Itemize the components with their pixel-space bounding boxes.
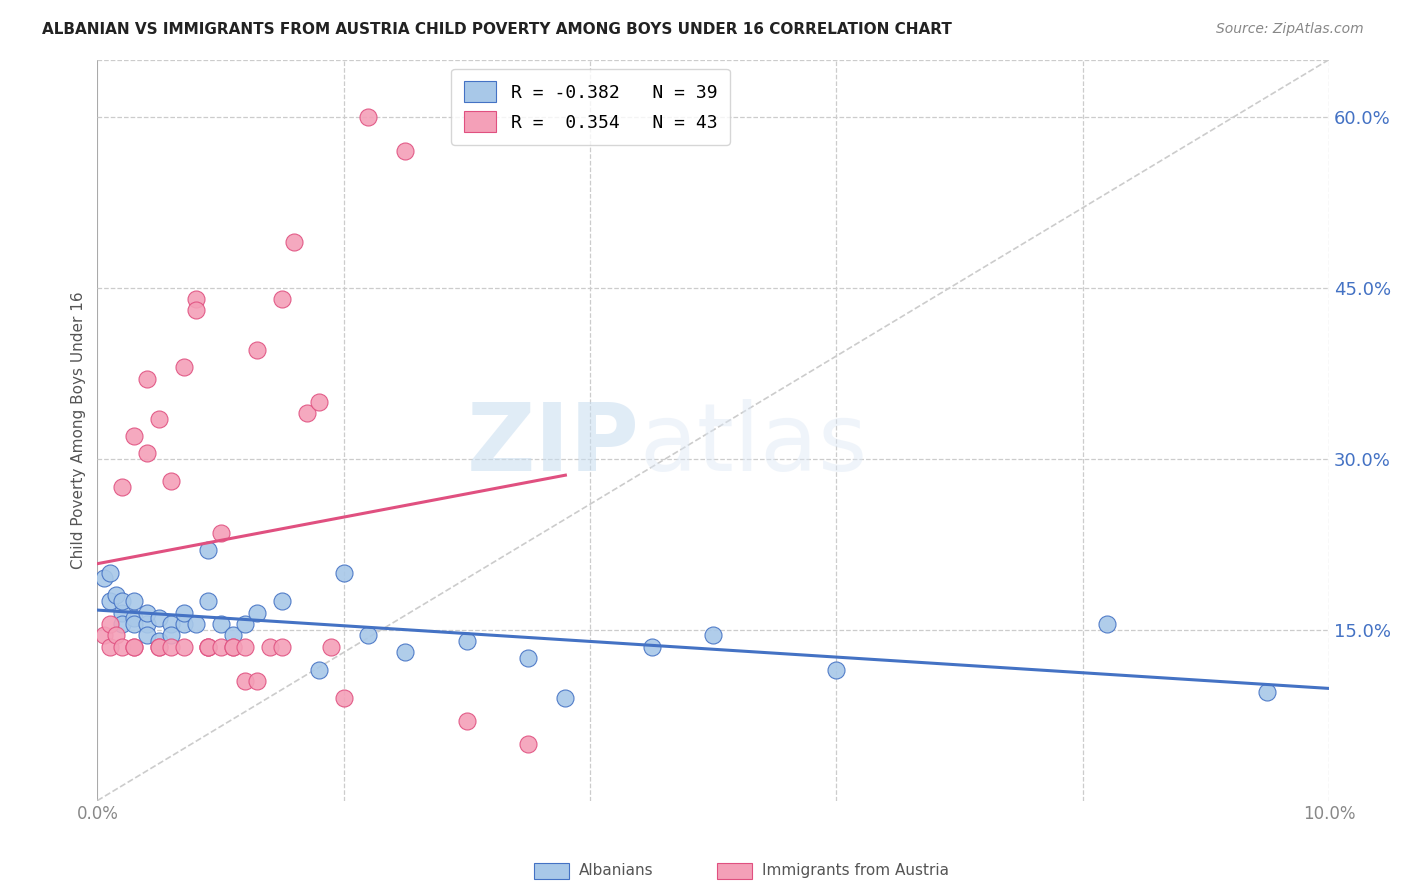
- Point: [197, 594, 219, 608]
- Point: [104, 589, 127, 603]
- Point: [148, 640, 170, 654]
- Point: [308, 663, 330, 677]
- Point: [124, 429, 146, 443]
- Point: [1256, 685, 1278, 699]
- Y-axis label: Child Poverty Among Boys Under 16: Child Poverty Among Boys Under 16: [72, 292, 86, 569]
- Point: [209, 616, 232, 631]
- Point: [321, 640, 343, 654]
- Point: [222, 628, 245, 642]
- Point: [308, 394, 330, 409]
- Point: [173, 606, 195, 620]
- Point: [124, 611, 146, 625]
- Point: [148, 640, 170, 654]
- Point: [124, 594, 146, 608]
- Point: [197, 640, 219, 654]
- Point: [233, 673, 256, 688]
- Point: [184, 292, 207, 306]
- Point: [98, 640, 121, 654]
- Point: [456, 634, 478, 648]
- Point: [554, 691, 576, 706]
- Point: [233, 640, 256, 654]
- Point: [93, 628, 115, 642]
- Text: atlas: atlas: [640, 399, 868, 491]
- Point: [197, 640, 219, 654]
- Text: Source: ZipAtlas.com: Source: ZipAtlas.com: [1216, 22, 1364, 37]
- Text: Immigrants from Austria: Immigrants from Austria: [762, 863, 949, 878]
- Point: [222, 640, 245, 654]
- Point: [160, 616, 183, 631]
- Point: [233, 616, 256, 631]
- Point: [124, 640, 146, 654]
- Point: [246, 343, 269, 358]
- Point: [98, 616, 121, 631]
- Point: [173, 640, 195, 654]
- Point: [357, 628, 380, 642]
- Point: [246, 606, 269, 620]
- Point: [98, 594, 121, 608]
- Point: [135, 606, 157, 620]
- Point: [111, 640, 134, 654]
- Point: [271, 594, 294, 608]
- Point: [1097, 616, 1119, 631]
- Point: [394, 144, 416, 158]
- Point: [148, 634, 170, 648]
- Point: [111, 480, 134, 494]
- Point: [124, 616, 146, 631]
- Point: [825, 663, 848, 677]
- Text: ZIP: ZIP: [467, 399, 640, 491]
- Point: [98, 566, 121, 580]
- Point: [517, 737, 540, 751]
- Point: [160, 475, 183, 489]
- Point: [93, 571, 115, 585]
- Point: [135, 616, 157, 631]
- Legend: R = -0.382   N = 39, R =  0.354   N = 43: R = -0.382 N = 39, R = 0.354 N = 43: [451, 69, 730, 145]
- Point: [135, 446, 157, 460]
- Point: [111, 606, 134, 620]
- Point: [173, 360, 195, 375]
- Point: [246, 673, 269, 688]
- Point: [222, 640, 245, 654]
- Point: [640, 640, 662, 654]
- Text: Albanians: Albanians: [579, 863, 654, 878]
- Point: [135, 628, 157, 642]
- Point: [197, 640, 219, 654]
- Point: [209, 640, 232, 654]
- Point: [160, 628, 183, 642]
- Point: [271, 640, 294, 654]
- Point: [135, 372, 157, 386]
- Point: [283, 235, 305, 249]
- Point: [184, 616, 207, 631]
- Point: [124, 640, 146, 654]
- Point: [184, 303, 207, 318]
- Point: [148, 611, 170, 625]
- Point: [148, 411, 170, 425]
- Point: [259, 640, 281, 654]
- Point: [332, 566, 354, 580]
- Point: [271, 292, 294, 306]
- Point: [160, 640, 183, 654]
- Point: [209, 525, 232, 540]
- Point: [111, 616, 134, 631]
- Point: [456, 714, 478, 728]
- Point: [173, 616, 195, 631]
- Point: [295, 406, 318, 420]
- Text: ALBANIAN VS IMMIGRANTS FROM AUSTRIA CHILD POVERTY AMONG BOYS UNDER 16 CORRELATIO: ALBANIAN VS IMMIGRANTS FROM AUSTRIA CHIL…: [42, 22, 952, 37]
- Point: [702, 628, 724, 642]
- Point: [111, 594, 134, 608]
- Point: [394, 645, 416, 659]
- Point: [197, 542, 219, 557]
- Point: [517, 651, 540, 665]
- Point: [332, 691, 354, 706]
- Point: [357, 110, 380, 124]
- Point: [104, 628, 127, 642]
